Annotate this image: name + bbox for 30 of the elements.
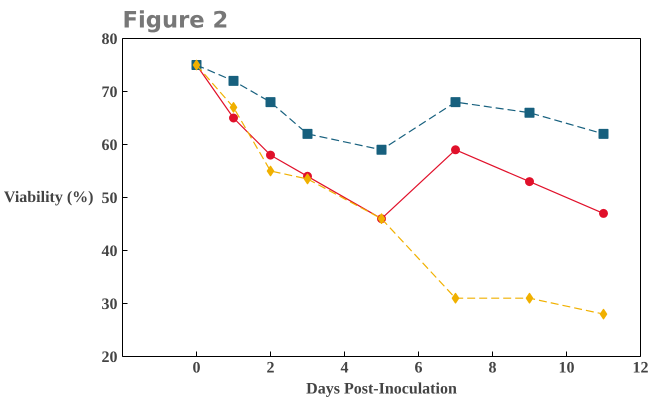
x-tick-label: 12 [632,360,648,376]
y-tick-label: 20 [102,349,118,366]
point [266,166,274,176]
y-tick-label: 40 [102,243,118,260]
y-tick-label: 70 [102,84,118,101]
point [451,145,460,154]
point [266,97,276,108]
point [229,114,238,122]
y-axis-title: Viability (%) [4,189,94,206]
x-tick-label: 6 [414,360,422,376]
point [598,128,608,139]
x-tick-label: 4 [340,360,348,376]
point [599,208,608,218]
y-tick-label: 30 [102,296,118,313]
y-tick-label: 60 [102,137,118,154]
y-tick-label: 50 [102,190,118,207]
point [376,144,386,155]
point [302,128,312,139]
point [524,108,534,118]
x-tick-label: 0 [192,360,200,376]
x-tick-label: 8 [488,360,496,376]
x-axis-title: Days Post-Inoculation [306,380,457,398]
point [450,97,460,108]
point [525,177,534,186]
point [266,150,275,160]
y-tick-label: 80 [102,31,118,48]
x-tick-label: 10 [558,360,574,376]
chart-title: Figure 2 [122,8,228,34]
point [228,76,238,86]
x-tick-label: 2 [266,360,274,376]
